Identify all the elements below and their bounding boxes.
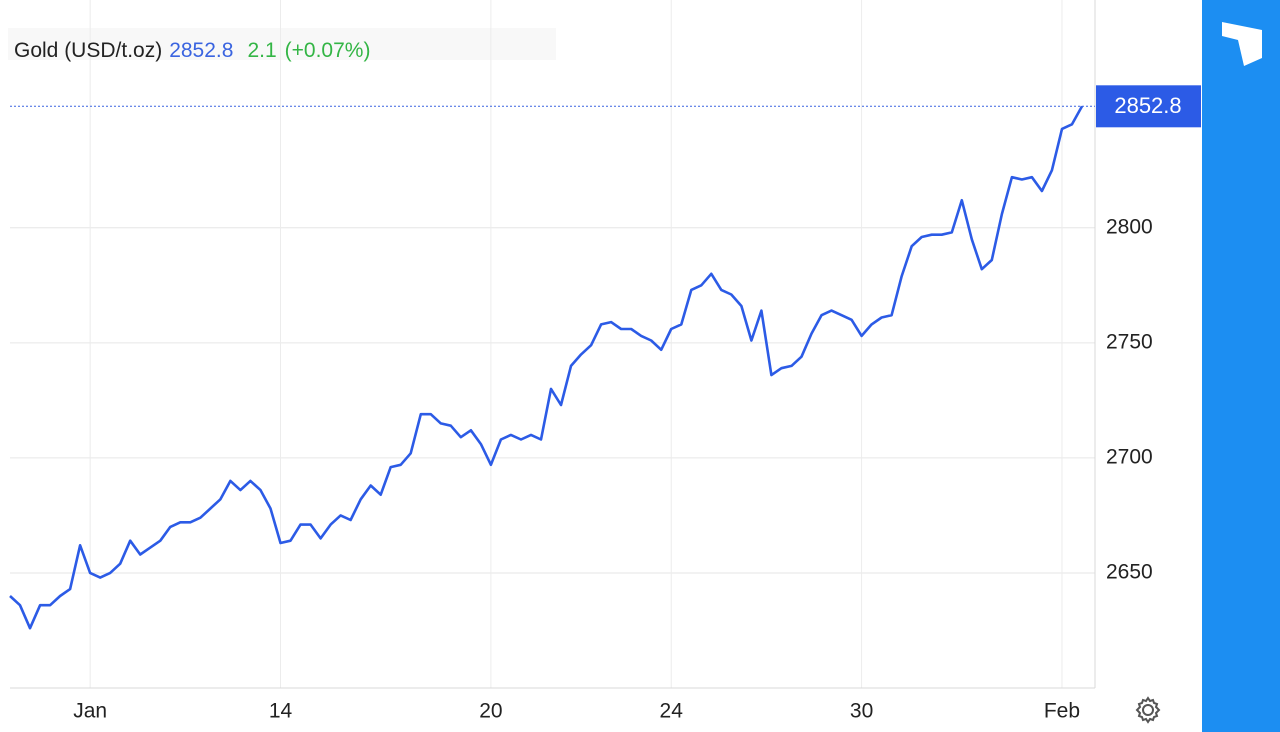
- logo[interactable]: [1222, 22, 1262, 66]
- settings-icon[interactable]: [1135, 696, 1161, 724]
- grid: [10, 0, 1095, 688]
- x-tick-label: Feb: [1044, 700, 1080, 723]
- header: Gold (USD/t.oz) 2852.8 2.1 (+0.07%): [14, 39, 370, 62]
- plot-area: [9, 105, 1095, 630]
- y-tick-label: 2650: [1106, 560, 1153, 583]
- chart-title: Gold (USD/t.oz): [14, 39, 162, 62]
- x-tick-label: 30: [850, 700, 873, 723]
- price-line: [9, 105, 1084, 630]
- x-tick-label: 24: [660, 700, 684, 723]
- last-price-label: 2852.8: [1114, 93, 1181, 118]
- x-tick-label: 20: [479, 700, 502, 723]
- y-tick-label: 2800: [1106, 215, 1153, 238]
- sidebar: [1202, 0, 1280, 732]
- y-tick-label: 2700: [1106, 445, 1153, 468]
- x-tick-label: Jan: [73, 700, 107, 723]
- last-price: 2852.8: [169, 39, 233, 62]
- last-price-box: [1096, 85, 1201, 128]
- change: 2.1: [247, 39, 276, 62]
- change-percent: (+0.07%): [285, 39, 371, 62]
- x-tick-label: 14: [269, 700, 293, 723]
- y-tick-label: 2750: [1106, 330, 1153, 353]
- header-background: [8, 28, 556, 60]
